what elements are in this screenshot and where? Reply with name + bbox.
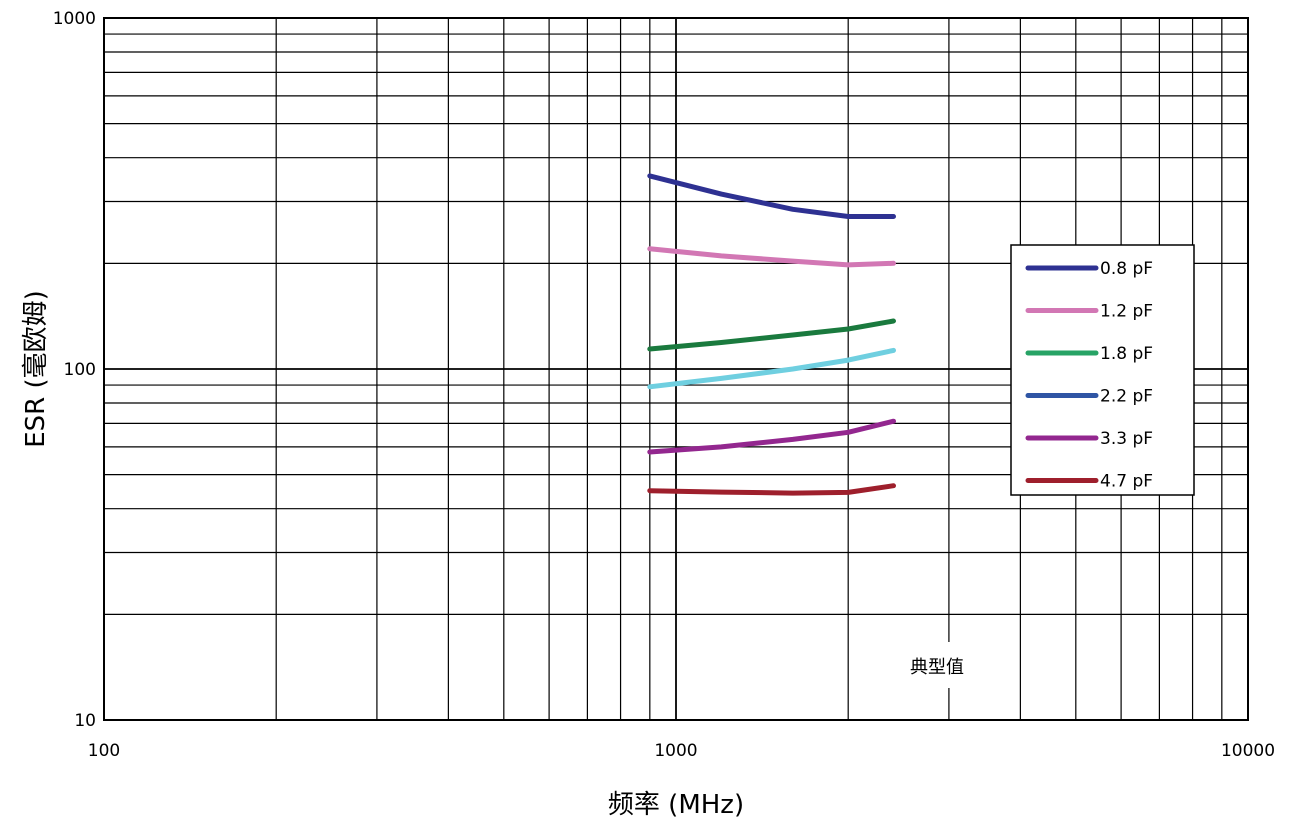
- legend-label: 0.8 pF: [1100, 259, 1153, 279]
- x-tick-label: 1000: [654, 741, 697, 761]
- series-line-1_2-pF: [647, 246, 896, 268]
- plot-frame: [103, 17, 1249, 721]
- series-line-1_8-pF: [647, 318, 896, 352]
- annotation-label: 典型值: [910, 657, 964, 678]
- x-tick-label: 10000: [1221, 741, 1275, 761]
- y-tick-label: 10: [74, 711, 96, 731]
- series-line-0_8-pF: [647, 173, 896, 219]
- legend-box: [1010, 244, 1195, 496]
- tick-labels: 100 1000 10000 10 100 1000: [53, 9, 1275, 761]
- x-tick-label: 100: [88, 741, 120, 761]
- series-line-4_7-pF: [647, 483, 896, 496]
- legend-label: 1.8 pF: [1100, 344, 1153, 364]
- legend: 0.8 pF 1.2 pF 1.8 pF 2.2 pF 3.3 pF 4.7 pF: [1010, 244, 1195, 496]
- x-axis-title: 频率 (MHz): [608, 790, 744, 820]
- legend-label: 3.3 pF: [1100, 429, 1153, 449]
- series-line-2_2-pF: [647, 347, 896, 390]
- legend-label: 2.2 pF: [1100, 387, 1153, 407]
- series-layer: [647, 173, 896, 496]
- y-tick-label: 1000: [53, 9, 96, 29]
- legend-label: 1.2 pF: [1100, 302, 1153, 322]
- y-axis-title: ESR (毫欧姆): [21, 290, 51, 448]
- y-tick-label: 100: [64, 360, 96, 380]
- legend-label: 4.7 pF: [1100, 472, 1153, 492]
- series-line-3_3-pF: [647, 418, 896, 455]
- annotation: 典型值: [884, 642, 1010, 688]
